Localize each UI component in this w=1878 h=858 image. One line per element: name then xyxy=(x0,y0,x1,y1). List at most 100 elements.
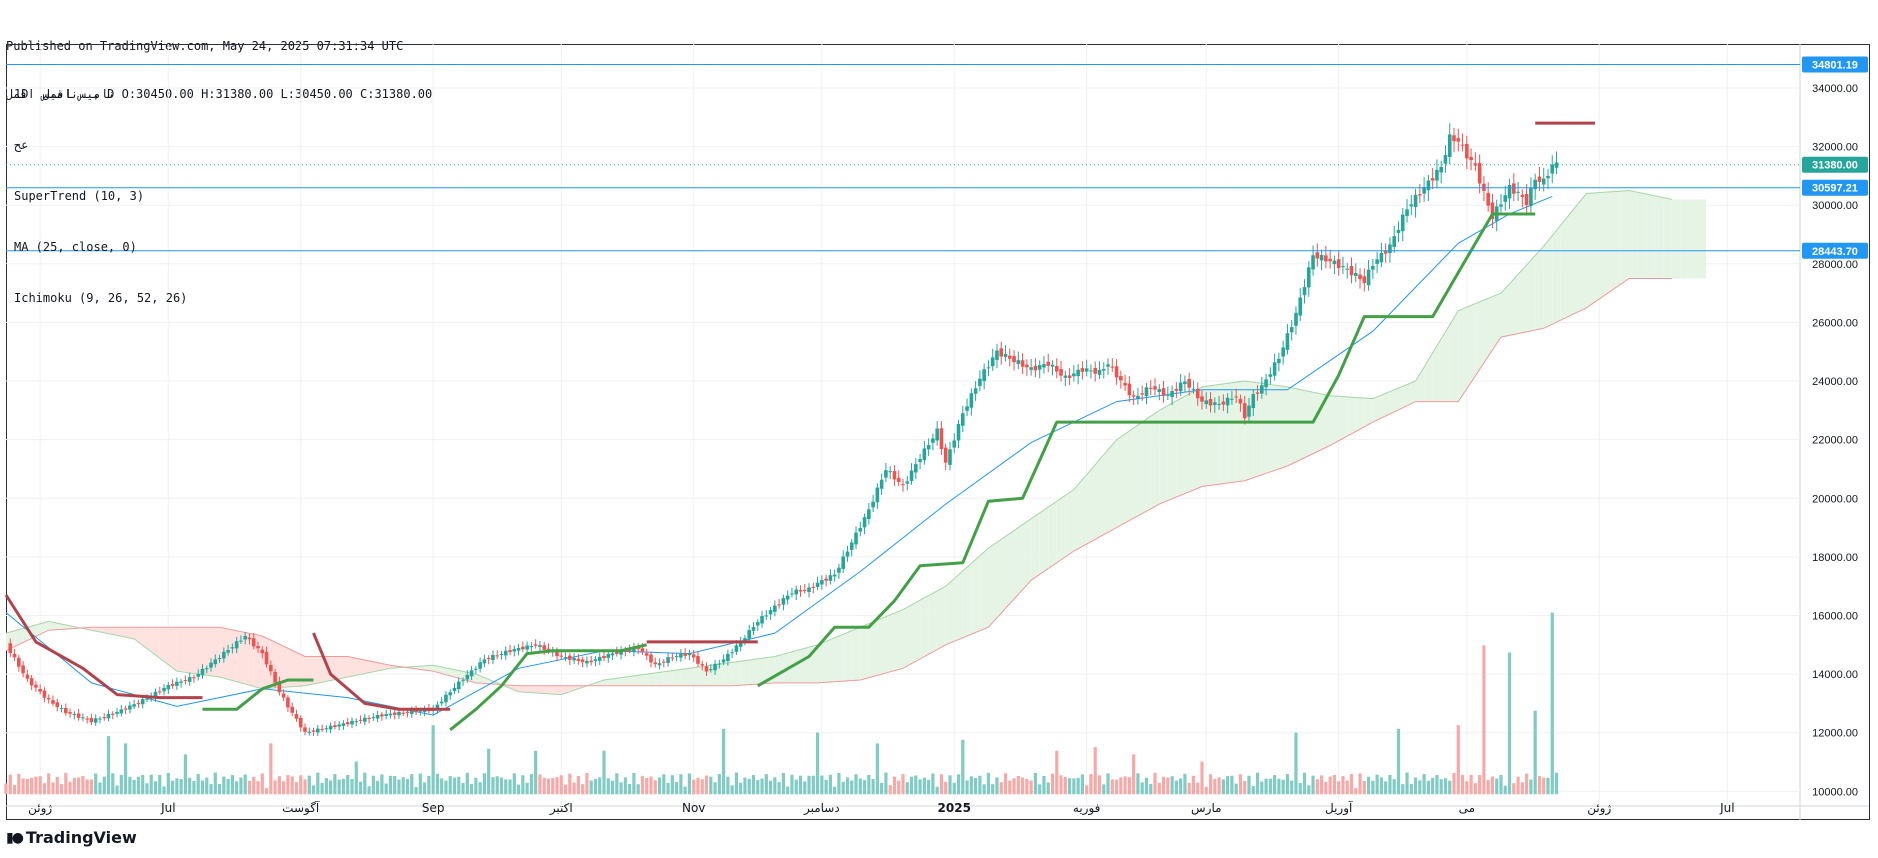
volume-bar xyxy=(598,777,602,795)
candle-body xyxy=(1422,186,1426,194)
y-tick-label: 28000.00 xyxy=(1812,259,1858,271)
symbol-legend[interactable]: 1D نامیس اقمل xyxy=(14,87,116,101)
volume-bar xyxy=(264,788,269,795)
volume-bar xyxy=(1217,777,1221,795)
volume-bar xyxy=(98,782,102,795)
ichimoku-span-b-line xyxy=(5,278,1672,687)
x-tick-label: مارس xyxy=(1191,801,1222,816)
volume-bar xyxy=(457,776,461,795)
candle-body xyxy=(448,692,453,696)
volume-bar xyxy=(585,772,589,795)
candle-body xyxy=(1388,244,1392,254)
volume-bar xyxy=(1221,779,1225,795)
volume-bar xyxy=(72,777,76,795)
candle-body xyxy=(657,663,662,666)
volume-bar xyxy=(1435,775,1439,795)
candle-body xyxy=(136,702,141,704)
candle-body xyxy=(1520,194,1525,197)
volume-bar xyxy=(1401,784,1405,795)
ichimoku-cloud-segment xyxy=(663,670,673,686)
candle-body xyxy=(1166,394,1170,396)
volume-bar xyxy=(991,784,995,795)
candle-body xyxy=(1306,267,1311,288)
volume-bar xyxy=(999,782,1003,795)
volume-bar xyxy=(927,779,931,795)
volume-bar xyxy=(880,782,884,795)
volume-bar xyxy=(538,774,542,795)
ichimoku-cloud-segment xyxy=(689,667,698,686)
ichimoku-cloud-segment xyxy=(1432,338,1442,402)
ichimoku-cloud-segment xyxy=(1654,195,1664,279)
candle-body xyxy=(918,459,922,462)
volume-bar xyxy=(1080,774,1084,795)
candle-body xyxy=(1101,369,1106,371)
ichimoku-cloud-segment xyxy=(1372,395,1382,423)
volume-bar xyxy=(1110,779,1114,795)
volume-bar xyxy=(435,773,440,795)
candle-body xyxy=(298,717,303,728)
candle-body xyxy=(730,652,734,654)
candle-body xyxy=(726,653,730,662)
supertrend-line-up xyxy=(202,678,314,711)
ichimoku-cloud-segment xyxy=(510,685,519,692)
candle-body xyxy=(679,653,683,658)
candle-body xyxy=(602,655,606,659)
candle-body xyxy=(1490,202,1495,219)
volume-bar xyxy=(918,779,922,795)
y-tick-label: 12000.00 xyxy=(1812,728,1858,740)
ichimoku-cloud-segment xyxy=(1620,190,1630,285)
volume-bar xyxy=(542,777,546,795)
volume-bar xyxy=(1473,783,1477,795)
volume-bar xyxy=(94,773,98,795)
volume-bar xyxy=(200,780,205,795)
x-tick-label: آوریل xyxy=(1325,800,1353,816)
candle-body xyxy=(1302,287,1307,296)
candle-body xyxy=(439,701,444,704)
candle-body xyxy=(38,689,42,692)
volume-bar xyxy=(68,781,72,795)
candle-body xyxy=(627,649,632,651)
volume-bar xyxy=(1371,780,1375,795)
candle-body xyxy=(157,691,162,693)
ichimoku-cloud-segment xyxy=(322,656,331,683)
volume-bar xyxy=(55,776,59,795)
ichimoku-cloud-segment xyxy=(655,671,664,686)
ichimoku-cloud-segment xyxy=(125,627,135,639)
candle-body xyxy=(1183,381,1187,385)
level-badge xyxy=(1802,242,1868,259)
candle-body xyxy=(98,718,102,720)
volume-bar xyxy=(845,777,850,795)
candle-body xyxy=(687,652,692,656)
volume-bar xyxy=(1277,778,1281,795)
tradingview-logo[interactable]: ▮● TradingView xyxy=(6,828,137,847)
candle-body xyxy=(597,656,602,661)
volume-bar xyxy=(1059,775,1063,795)
volume-bar xyxy=(487,748,491,795)
volume-bar xyxy=(1465,781,1469,795)
volume-bar xyxy=(1478,775,1482,795)
candle-body xyxy=(397,711,401,716)
volume-bar xyxy=(568,773,572,795)
volume-bar xyxy=(1302,772,1307,795)
volume-bar xyxy=(619,782,623,795)
ichimoku-cloud-segment xyxy=(723,662,733,686)
candle-body xyxy=(367,717,371,719)
candle-body xyxy=(580,659,585,663)
candle-body xyxy=(734,645,739,652)
volume-bar xyxy=(1490,776,1495,795)
volume-bar xyxy=(1298,783,1302,795)
ma-legend[interactable]: MA (25, close, 0) xyxy=(14,240,137,254)
volume-bar xyxy=(969,776,973,795)
candle-body xyxy=(251,638,256,647)
ichimoku-legend[interactable]: Ichimoku (9, 26, 52, 26) xyxy=(14,291,188,305)
ichimoku-cloud-segment xyxy=(424,665,434,672)
candle-body xyxy=(495,655,500,657)
candle-body xyxy=(1200,396,1204,402)
volume-bar xyxy=(875,743,879,795)
candle-body xyxy=(1529,187,1533,207)
candle-body xyxy=(781,598,786,605)
supertrend-legend[interactable]: SuperTrend (10, 3) xyxy=(14,189,145,203)
candle-body xyxy=(1148,387,1153,389)
volume-bar xyxy=(192,780,196,795)
